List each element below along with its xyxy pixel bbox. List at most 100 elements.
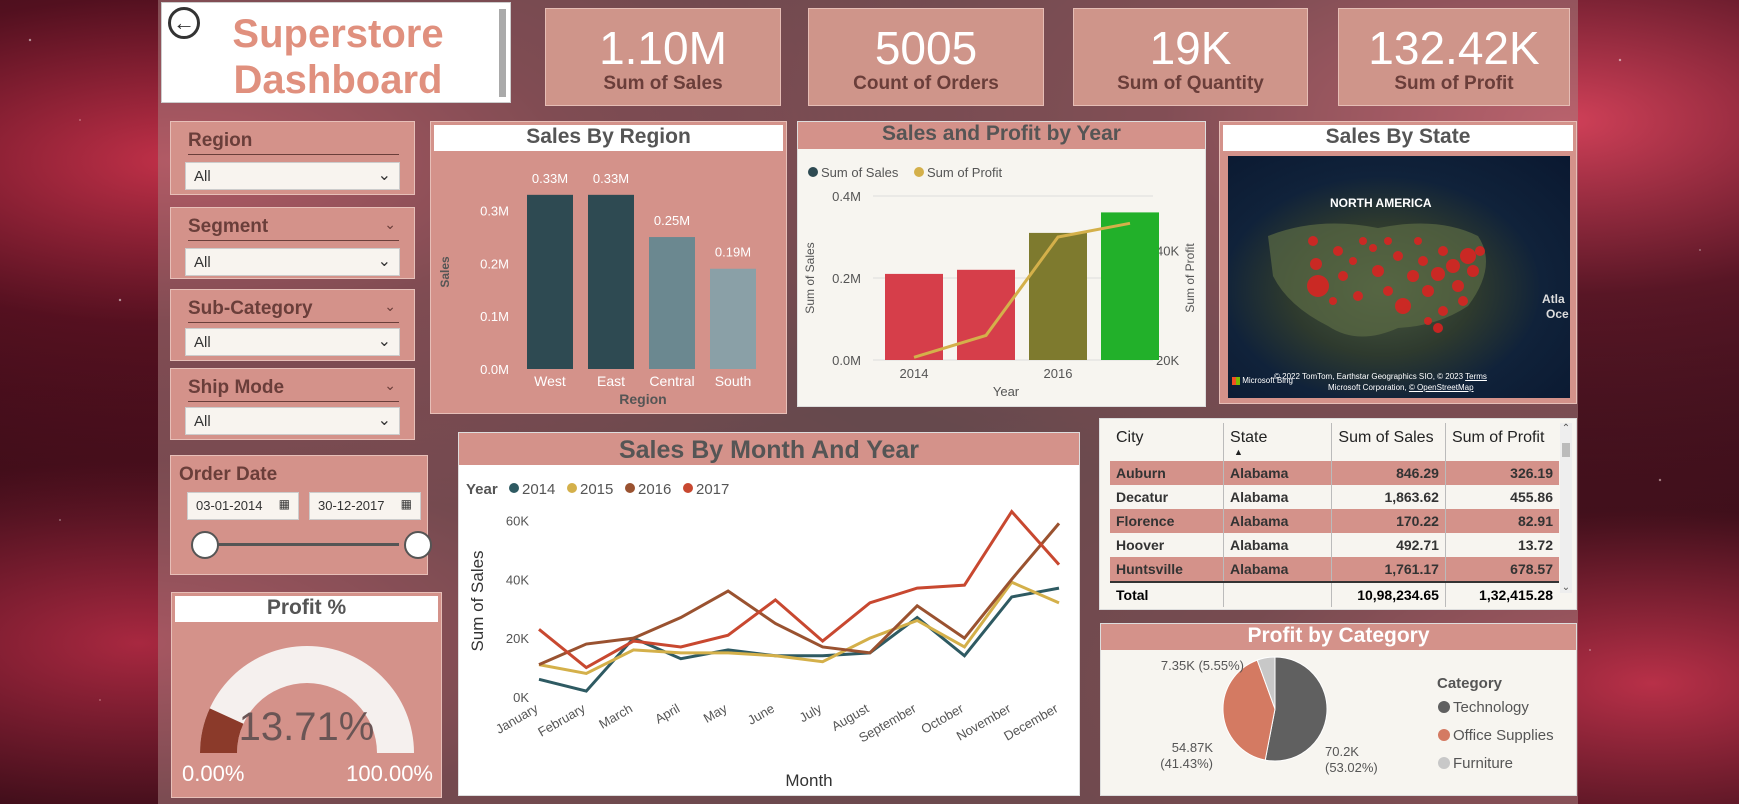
table-row[interactable]: Decatur Alabama 1,863.62 455.86 [1110,485,1559,509]
x-tick-label: April [652,701,682,727]
x-tick-label: January [493,700,541,736]
range-start-handle[interactable] [191,531,219,559]
gauge-min-label: 0.00% [182,761,245,786]
gauge-track [200,646,414,753]
table-scrollbar[interactable]: ⌃ ⌄ [1560,423,1572,593]
column-header-profit[interactable]: Sum of Profit [1451,429,1545,446]
chevron-down-icon[interactable]: ⌄ [384,298,396,314]
map-attribution-2: Microsoft Corporation, © OpenStreetMap [1328,383,1474,392]
y-tick-label: 20K [506,631,529,646]
scroll-down-icon[interactable]: ⌄ [1561,582,1571,593]
y2-axis-label: Sum of Profit [1183,243,1197,313]
legend-label: Sum of Sales [821,165,899,180]
column-header-city[interactable]: City [1110,423,1225,461]
cell-city: Auburn [1110,461,1225,485]
start-date-input[interactable]: 03-01-2014 ▦ [187,492,299,520]
segment-dropdown[interactable]: All ⌄ [185,248,400,276]
terms-link[interactable]: Terms [1465,372,1487,381]
title-box: ← Superstore Dashboard [161,2,511,103]
y-tick-label: 0.0M [832,353,861,368]
table-row[interactable]: Auburn Alabama 846.29 326.19 [1110,461,1559,485]
map-label-continent: NORTH AMERICA [1330,196,1432,210]
slicer-segment: Segment ⌄ All ⌄ [170,207,415,279]
dropdown-value: All [194,413,211,430]
x-axis-label: Region [619,391,666,407]
x-tick-label: East [597,373,625,389]
bing-logo: Microsoft Bing [1232,376,1293,385]
microsoft-logo-icon [1232,376,1240,385]
chevron-down-icon: ⌄ [377,333,391,350]
divider [188,240,399,241]
x-axis-label: Month [785,771,832,790]
cell-city: Huntsville [1110,557,1225,582]
osm-link[interactable]: © OpenStreetMap [1408,383,1474,392]
legend-marker [1438,701,1450,713]
total-state [1223,582,1333,607]
cell-state: Alabama [1223,461,1333,485]
column-header-label: State [1230,429,1268,446]
cell-state: Alabama [1223,509,1333,533]
y-tick-label: 60K [506,513,529,528]
sort-ascending-icon: ▲ [1234,447,1243,457]
column-header-state[interactable]: State ▲ [1223,423,1333,461]
x-tick-label: Central [649,373,694,389]
map-bubbles [1268,223,1486,337]
legend-label: Sum of Profit [927,165,1003,180]
map-label-ocean: Atla [1542,292,1565,306]
city-table-panel: City State ▲ Sum of Sales Sum of Profit A… [1099,418,1577,610]
x-tick-label: 2014 [900,366,929,381]
map-attribution: © 2022 TomTom, Earthstar Geographics SIO… [1274,372,1487,381]
title-line-2: Dashboard [233,58,443,102]
shipmode-dropdown[interactable]: All ⌄ [185,407,400,435]
calendar-icon[interactable]: ▦ [278,497,290,511]
map-view[interactable]: NORTH AMERICA Atla Oce © 2022 TomTom, Ea… [1228,156,1570,398]
subcategory-dropdown[interactable]: All ⌄ [185,328,400,356]
bar-2017 [1101,212,1159,360]
y-axis-label: Sales [438,256,452,288]
data-label: (41.43%) [1160,756,1213,771]
scroll-up-icon[interactable]: ⌃ [1561,423,1571,434]
chevron-down-icon: ⌄ [377,412,391,429]
table-row[interactable]: Hoover Alabama 492.71 13.72 [1110,533,1559,557]
legend-label: Office Supplies [1453,727,1554,744]
scroll-thumb[interactable] [1562,443,1570,457]
data-label: 0.25M [654,213,690,228]
title-scrollbar[interactable] [499,9,506,97]
gauge-svg [200,646,414,753]
total-label: Total [1110,582,1225,607]
cell-profit: 82.91 [1517,513,1553,529]
column-header-sales[interactable]: Sum of Sales [1331,423,1446,461]
x-tick-label: June [745,701,777,728]
data-label: 70.2K [1325,744,1359,759]
arrow-left-circle-icon[interactable]: ← [168,7,200,39]
y-tick-label: 0.3M [480,204,509,219]
legend-marker [625,483,635,493]
kpi-label: Sum of Profit [1394,73,1514,94]
y-tick-label: 0.2M [832,271,861,286]
calendar-icon[interactable]: ▦ [400,497,412,511]
slicer-label: Segment [188,216,269,237]
x-axis-label: Year [993,384,1020,399]
sales-by-month-panel: Sales By Month And Year Year 2014 2015 2016… [458,432,1080,796]
end-date-input[interactable]: 30-12-2017 ▦ [309,492,421,520]
slicer-region: Region All ⌄ [170,121,415,195]
line-2015 [538,580,1060,676]
month-line-chart: Year 2014 2015 2016 2017 0K 20K 40K 60K JanuaryFe… [466,481,1061,790]
bing-text: Microsoft Bing [1242,376,1293,385]
chevron-down-icon[interactable]: ⌄ [384,377,396,393]
land-mass [1268,223,1486,337]
profit-line [913,221,1131,359]
bar-central [649,237,695,369]
region-dropdown[interactable]: All ⌄ [185,162,400,190]
profit-gauge-panel: Profit % 13.71% 0.00% 100.00% [171,592,442,798]
table-row[interactable]: Huntsville Alabama 1,761.17 678.57 [1110,557,1559,582]
dropdown-value: All [194,334,211,351]
x-tick-label: South [715,373,752,389]
chart-title: Sales and Profit by Year [798,122,1205,149]
range-end-handle[interactable] [404,531,432,559]
table-row[interactable]: Florence Alabama 170.22 82.91 [1110,509,1559,533]
legend-label: 2017 [696,481,729,498]
data-label: (53.02%) [1325,760,1378,775]
cell-sales: 1,761.17 [1331,557,1446,582]
chevron-down-icon[interactable]: ⌄ [384,216,396,232]
